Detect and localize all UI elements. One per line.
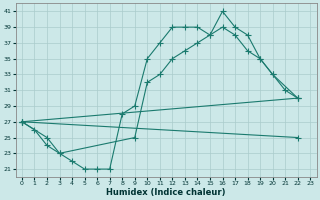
X-axis label: Humidex (Indice chaleur): Humidex (Indice chaleur) [106, 188, 226, 197]
